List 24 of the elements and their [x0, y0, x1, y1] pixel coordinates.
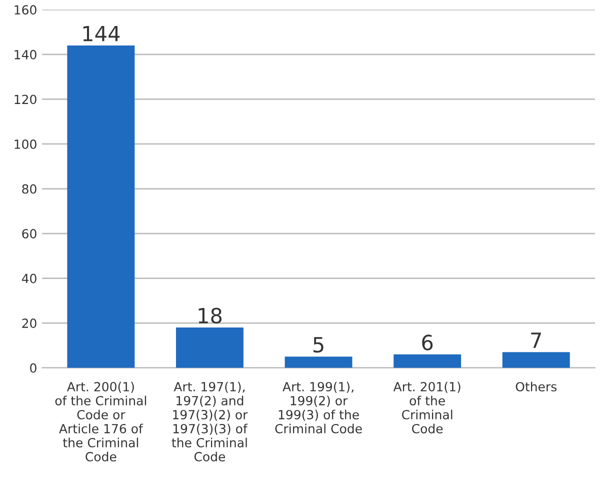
bar	[394, 354, 462, 368]
bar	[67, 45, 135, 368]
data-label: 6	[422, 334, 433, 350]
y-tick-label: 160	[14, 5, 36, 15]
bar	[502, 352, 570, 368]
x-tick-label: Art. 199(1), 199(2) or 199(3) of the Criminal Code	[275, 382, 362, 434]
y-tick-label: 0	[30, 363, 36, 373]
data-label: 144	[83, 26, 120, 42]
y-tick-label: 140	[14, 50, 36, 60]
y-tick-label: 20	[22, 318, 36, 328]
y-tick-label: 120	[14, 94, 36, 104]
x-tick-label: Art. 200(1) of the Criminal Code or Article 176 of the Criminal Code	[55, 382, 146, 462]
x-tick-label: Others	[516, 382, 557, 392]
x-tick-label: Art. 197(1), 197(2) and 197(3)(2) or 197(3)(3) of the Criminal Code	[172, 382, 248, 462]
x-tick-label: Art. 201(1) of the Criminal Code	[393, 382, 460, 434]
y-tick-label: 60	[22, 229, 36, 238]
y-tick-label: 100	[14, 139, 36, 149]
data-label: 5	[314, 337, 324, 353]
data-label: 18	[198, 308, 222, 324]
y-tick-label: 80	[22, 184, 36, 194]
bar	[284, 356, 352, 368]
y-tick-label: 40	[22, 274, 36, 284]
data-label: 7	[531, 332, 541, 348]
bar	[176, 328, 244, 368]
